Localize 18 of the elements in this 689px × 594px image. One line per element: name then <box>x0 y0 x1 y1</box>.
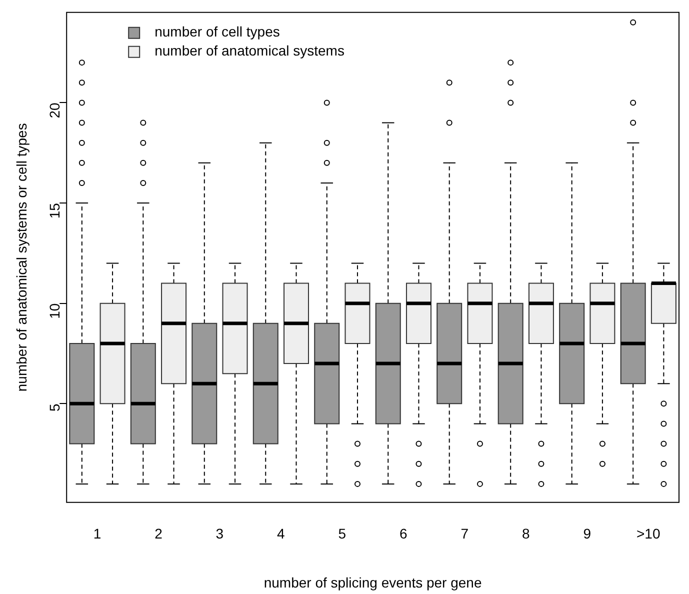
x-tick-label: >10 <box>636 526 660 542</box>
x-axis-title: number of splicing events per gene <box>264 574 482 590</box>
y-tick-label: 20 <box>46 102 62 118</box>
legend-label: number of cell types <box>154 23 280 40</box>
x-tick-label: 5 <box>338 526 346 542</box>
x-tick-label: 7 <box>460 526 469 542</box>
y-tick-label: 15 <box>46 202 62 219</box>
legend-label: number of anatomical systems <box>154 42 344 58</box>
x-tick-label: 8 <box>522 526 530 542</box>
x-tick-label: 2 <box>154 526 163 542</box>
x-tick-label: 4 <box>277 526 286 542</box>
x-tick-label: 1 <box>93 526 102 542</box>
x-tick-label: 9 <box>583 526 592 542</box>
y-tick-label: 5 <box>46 403 62 412</box>
y-axis-title: number of anatomical systems or cell types <box>13 123 30 392</box>
x-tick-label: 6 <box>400 526 408 542</box>
x-tick-label: 3 <box>216 526 224 542</box>
y-tick-label: 10 <box>46 303 62 319</box>
